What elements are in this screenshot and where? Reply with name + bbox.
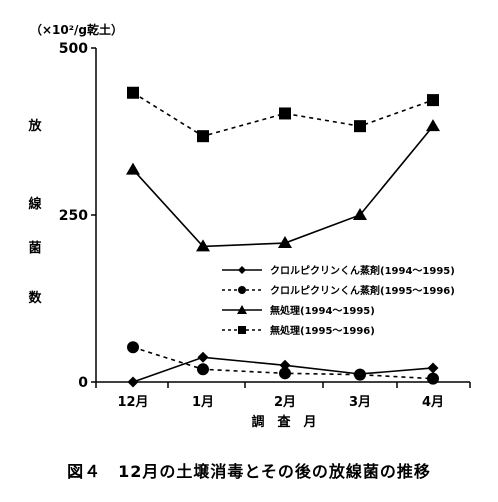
point-square <box>427 94 439 107</box>
x-tick-label: 1月 <box>192 395 214 410</box>
x-tick-label: 12月 <box>117 395 148 410</box>
legend-marker <box>238 286 246 294</box>
figure-caption: 図４ 12月の土壌消毒とその後の放線菌の推移 <box>67 462 431 481</box>
y-tick-label: 250 <box>59 208 88 224</box>
x-axis-label: 調 査 月 <box>251 414 316 430</box>
axes: 0 250 500 12月 1月 2月 3月 4月 <box>59 41 471 410</box>
point-circle <box>127 341 139 354</box>
x-tick-label: 3月 <box>349 395 371 410</box>
x-tick-label: 4月 <box>422 395 444 410</box>
point-triangle <box>126 162 140 175</box>
series-markers <box>126 86 440 388</box>
point-diamond <box>427 362 439 374</box>
point-circle <box>279 367 291 380</box>
point-square <box>197 130 209 143</box>
point-circle <box>197 363 209 376</box>
point-square <box>354 120 366 133</box>
legend-marker <box>238 266 246 274</box>
point-square <box>279 107 291 120</box>
y-label-char: 菌 <box>28 240 41 256</box>
point-diamond <box>127 376 139 388</box>
legend: クロルピクリンくん蒸剤(1994～1995) クロルピクリンくん蒸剤(1995～1… <box>222 264 455 337</box>
point-triangle <box>196 239 210 252</box>
point-circle <box>427 372 439 385</box>
y-label-char: 数 <box>28 290 42 306</box>
unit-label: （×10²/g乾土） <box>30 22 123 37</box>
y-tick-label: 0 <box>78 375 88 391</box>
point-triangle <box>353 208 367 220</box>
point-diamond <box>197 351 209 363</box>
legend-label: 無処理(1995～1996) <box>270 324 375 337</box>
series-lines <box>132 92 434 383</box>
legend-label: クロルピクリンくん蒸剤(1994～1995) <box>270 264 455 277</box>
point-square <box>127 86 139 99</box>
y-tick-label: 500 <box>59 41 88 57</box>
y-label-char: 放 <box>27 118 42 134</box>
legend-marker <box>238 326 246 334</box>
y-label-char: 線 <box>28 196 42 212</box>
legend-label: クロルピクリンくん蒸剤(1995～1996) <box>270 284 455 297</box>
series-line <box>132 125 434 248</box>
point-triangle <box>426 119 440 132</box>
legend-marker <box>237 305 247 314</box>
point-circle <box>354 368 366 381</box>
legend-label: 無処理(1994～1995) <box>270 304 375 317</box>
x-tick-label: 2月 <box>274 395 296 410</box>
point-triangle <box>278 236 292 249</box>
